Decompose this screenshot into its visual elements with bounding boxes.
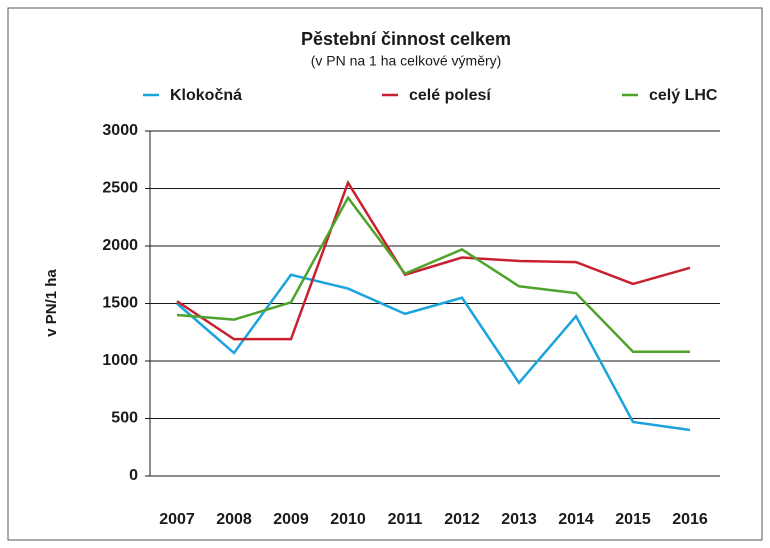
y-tick-label: 2000: [102, 237, 138, 254]
legend-label: celé polesí: [409, 87, 491, 104]
series-line: [176, 195, 690, 354]
x-tick-label: 2016: [672, 511, 708, 528]
y-tick-label: 0: [129, 467, 138, 484]
y-tick-label: 2500: [102, 180, 138, 197]
x-tick-label: 2015: [615, 511, 651, 528]
y-axis-label: v PN/1 ha: [43, 269, 60, 337]
frame: [7, 7, 763, 541]
x-tick-label: 2011: [388, 511, 423, 528]
legend-label: Klokočná: [170, 87, 242, 104]
y-tick-label: 1000: [102, 352, 138, 369]
y-tick-label: 1500: [102, 295, 138, 312]
y-tick-label: 500: [111, 410, 138, 427]
series-line: [176, 179, 691, 341]
x-tick-label: 2014: [558, 511, 594, 528]
y-tick-label: 3000: [102, 122, 138, 139]
x-tick-label: 2009: [273, 511, 309, 528]
series-line: [176, 273, 691, 432]
x-tick-label: 2007: [159, 511, 195, 528]
x-tick-label: 2008: [216, 511, 252, 528]
x-tick-label: 2012: [444, 511, 480, 528]
x-tick-label: 2013: [501, 511, 537, 528]
x-tick-label: 2010: [330, 511, 366, 528]
legend-label: celý LHC: [649, 87, 718, 104]
chart-title: Pěstební činnost celkem: [301, 29, 511, 49]
chart-subtitle: (v PN na 1 ha celkové výměry): [311, 53, 502, 69]
